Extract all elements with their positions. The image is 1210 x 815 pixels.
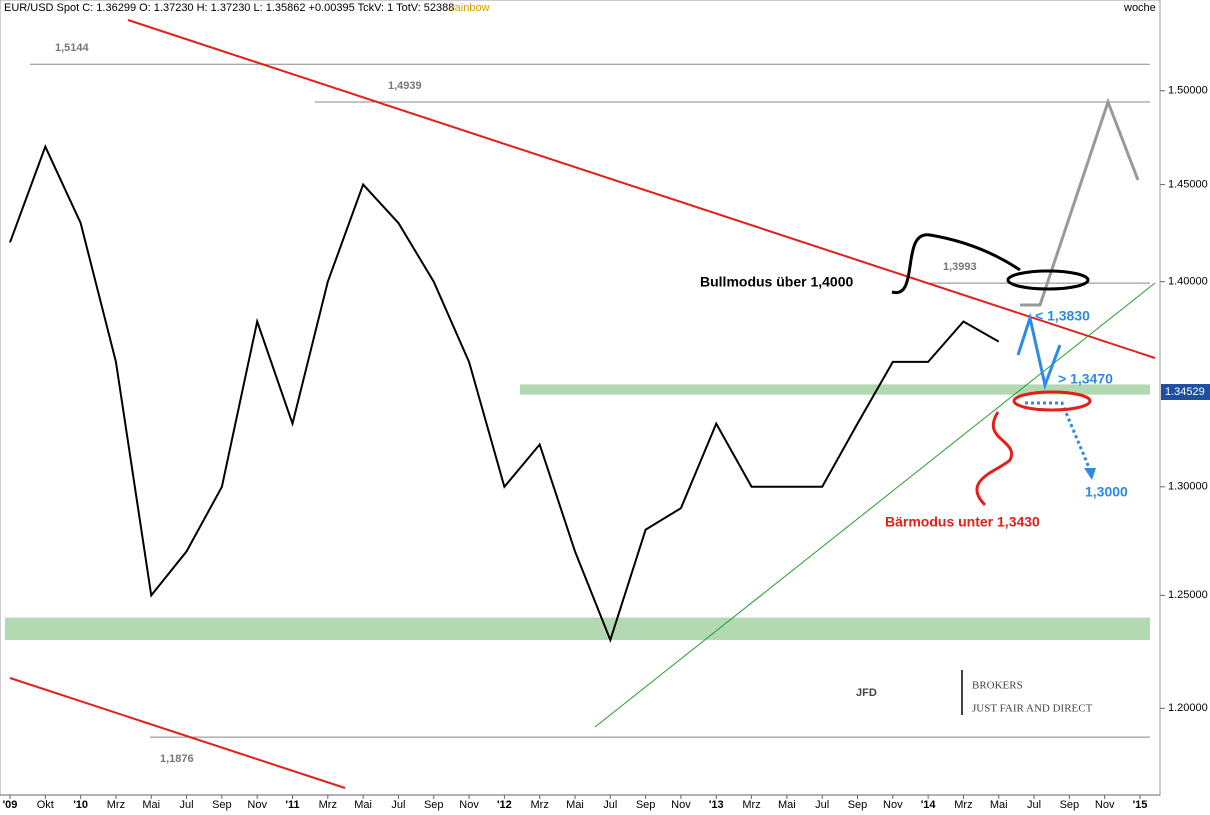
- x-tick-label: Mai: [778, 799, 796, 811]
- x-tick-label: '15: [1133, 799, 1148, 811]
- annotation: 1,3000: [1085, 484, 1128, 500]
- projection-arrow: [1016, 312, 1062, 391]
- zone: [520, 384, 1150, 395]
- logo: JUST FAIR AND DIRECT: [972, 703, 1093, 715]
- x-tick-label: Jul: [1027, 799, 1041, 811]
- x-tick-label: Nov: [1095, 799, 1115, 811]
- x-tick-label: Sep: [424, 799, 444, 811]
- price-marker: [1161, 384, 1210, 401]
- y-tick-label: 1.25000: [1168, 589, 1208, 601]
- x-tick-label: Mrz: [742, 799, 760, 811]
- arrow-head: [1084, 468, 1096, 480]
- zone: [5, 617, 1150, 640]
- x-tick-label: Mrz: [954, 799, 972, 811]
- price-line: [9, 144, 1000, 643]
- x-tick-label: '11: [285, 799, 299, 811]
- x-tick-label: Mai: [142, 799, 160, 811]
- x-tick-label: '13: [709, 799, 724, 811]
- x-tick-label: Sep: [848, 799, 868, 811]
- x-tick-label: Nov: [671, 799, 691, 811]
- x-tick-label: Mrz: [531, 799, 549, 811]
- trendline: [594, 282, 1156, 728]
- x-tick-label: '09: [3, 799, 18, 811]
- y-tick-label: 1.45000: [1168, 178, 1208, 190]
- ellipse: [1012, 390, 1092, 412]
- x-tick-label: Nov: [883, 799, 903, 811]
- projection-dotted: [1025, 401, 1092, 471]
- level-label: 1,4939: [388, 80, 422, 92]
- plot-area: [0, 0, 1161, 796]
- annotation: < 1,3830: [1035, 308, 1090, 324]
- x-tick-label: Jul: [815, 799, 829, 811]
- annotation: Bärmodus unter 1,3430: [885, 514, 1040, 530]
- level-label: 1,5144: [55, 42, 90, 54]
- x-tick-label: Sep: [636, 799, 656, 811]
- trendline: [9, 677, 346, 789]
- x-tick-label: '10: [73, 799, 88, 811]
- x-tick-label: Nov: [247, 799, 267, 811]
- x-tick-label: Mrz: [319, 799, 337, 811]
- pointer: [891, 233, 1021, 294]
- x-tick-label: Jul: [603, 799, 617, 811]
- x-tick-label: '12: [497, 799, 512, 811]
- pointer: [975, 411, 1014, 507]
- period: woche: [1123, 2, 1156, 14]
- x-tick-label: Okt: [37, 799, 54, 811]
- projection: [1020, 97, 1140, 307]
- x-tick-label: Sep: [1060, 799, 1080, 811]
- x-tick-label: Mai: [566, 799, 584, 811]
- x-tick-label: Mrz: [107, 799, 125, 811]
- header: EUR/USD Spot C: 1.36299 O: 1.37230 H: 1.…: [4, 2, 454, 14]
- level-label: 1,1876: [160, 753, 194, 765]
- annotation: > 1,3470: [1058, 371, 1113, 387]
- x-tick-label: Jul: [391, 799, 405, 811]
- ellipse: [1006, 269, 1090, 291]
- x-tick-label: '14: [921, 799, 937, 811]
- y-tick-label: 1.50000: [1168, 85, 1208, 97]
- y-tick-label: 1.30000: [1168, 481, 1208, 493]
- trendline: [127, 19, 1156, 359]
- y-tick-label: 1.20000: [1168, 702, 1208, 714]
- x-tick-label: Jul: [180, 799, 194, 811]
- logo: BROKERS: [972, 680, 1023, 692]
- price-marker-label: 1.34529: [1165, 386, 1205, 398]
- logo: JFD: [856, 687, 877, 699]
- x-tick-label: Mai: [990, 799, 1008, 811]
- x-tick-label: Mai: [354, 799, 372, 811]
- level-label: 1,3993: [943, 261, 977, 273]
- x-tick-label: Sep: [212, 799, 232, 811]
- y-tick-label: 1.40000: [1168, 276, 1208, 288]
- x-tick-label: Nov: [459, 799, 479, 811]
- indicator: rainbow: [451, 2, 490, 14]
- annotation: Bullmodus über 1,4000: [700, 274, 853, 290]
